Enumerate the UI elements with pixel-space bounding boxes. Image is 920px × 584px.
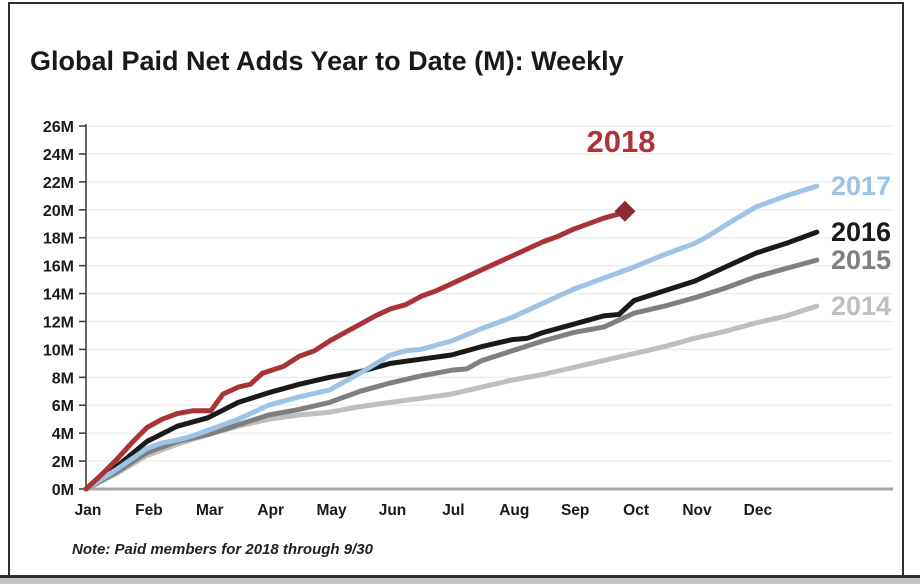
y-axis-tick-label: 20M [43,203,74,220]
series-line-2016 [83,229,820,492]
y-axis-tick-label: 8M [52,370,74,387]
series-line-2015 [83,257,820,492]
x-axis-month-label: Jul [442,502,464,519]
chart-title: Global Paid Net Adds Year to Date (M): W… [30,46,624,76]
series-line-2017 [83,183,820,492]
series-year-label-2014: 2014 [831,291,891,321]
bottom-border-line [0,575,920,578]
x-axis-month-label: Feb [135,502,163,519]
y-axis-tick-label: 16M [43,259,74,276]
series-end-diamond-marker-2018 [614,200,636,222]
y-axis-tick-label: 24M [43,147,74,164]
series-line-2018 [83,208,628,492]
x-axis-month-label: Nov [682,502,712,519]
x-axis-month-label: Jun [379,502,407,519]
x-axis-month-label: Jan [75,502,102,519]
series-year-label-2017: 2017 [831,171,891,201]
y-axis-tick-label: 26M [43,119,74,136]
x-axis-month-label: Aug [499,502,529,519]
x-axis-month-label: Dec [744,502,773,519]
y-axis-tick-label: 0M [52,482,74,499]
y-axis-tick-label: 2M [52,454,74,471]
chart-outer-frame [8,2,904,577]
series-year-label-2016: 2016 [831,217,891,247]
y-axis-tick-label: 10M [43,342,74,359]
y-axis-tick-label: 14M [43,287,74,304]
x-axis-month-label: Sep [561,502,589,519]
y-axis-tick-label: 18M [43,231,74,248]
chart-footnote: Note: Paid members for 2018 through 9/30 [72,541,373,558]
y-axis-tick-label: 22M [43,175,74,192]
y-axis-tick-label: 12M [43,314,74,331]
x-axis-month-label: Apr [257,502,284,519]
series-year-label-2018: 2018 [586,124,655,159]
x-axis-month-label: Mar [196,502,224,519]
y-axis-tick-label: 4M [52,426,74,443]
series-year-label-2015: 2015 [831,245,891,275]
bottom-shadow-strip [0,578,920,584]
x-axis-month-label: Oct [623,502,649,519]
x-axis-month-label: May [317,502,348,519]
y-axis-tick-label: 6M [52,398,74,415]
